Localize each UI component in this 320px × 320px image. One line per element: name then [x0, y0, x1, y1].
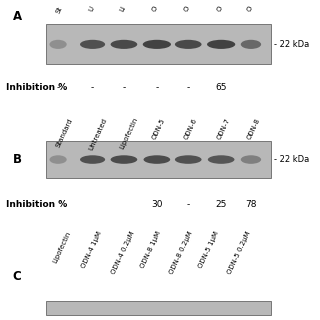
- Text: ODN-4 0.2μM: ODN-4 0.2μM: [110, 231, 135, 276]
- Text: B: B: [12, 153, 22, 166]
- Text: Lipofectin: Lipofectin: [119, 117, 139, 150]
- Text: ODN-8: ODN-8: [246, 117, 261, 140]
- Ellipse shape: [50, 155, 67, 164]
- Text: ODN-7: ODN-7: [216, 117, 231, 140]
- Text: Inhibition %: Inhibition %: [6, 83, 68, 92]
- Text: ODN-6: ODN-6: [183, 117, 198, 140]
- Text: 65: 65: [215, 83, 227, 92]
- Text: ODN-8 1μM: ODN-8 1μM: [139, 231, 162, 269]
- Text: ODN-4 1μM: ODN-4 1μM: [81, 231, 103, 269]
- Text: C: C: [12, 270, 21, 283]
- Text: -: -: [91, 83, 94, 92]
- Ellipse shape: [80, 40, 105, 49]
- Text: ODN-5 1μM: ODN-5 1μM: [198, 231, 220, 269]
- Ellipse shape: [175, 155, 202, 164]
- Ellipse shape: [143, 40, 171, 49]
- Text: A: A: [12, 10, 22, 23]
- Text: -: -: [56, 83, 60, 92]
- Ellipse shape: [207, 40, 235, 49]
- Ellipse shape: [144, 155, 170, 164]
- Text: O: O: [246, 5, 253, 12]
- FancyBboxPatch shape: [45, 24, 271, 64]
- Text: 25: 25: [215, 200, 227, 209]
- FancyBboxPatch shape: [45, 141, 271, 178]
- FancyBboxPatch shape: [45, 301, 271, 315]
- Ellipse shape: [111, 155, 137, 164]
- Text: Li: Li: [119, 5, 126, 13]
- Ellipse shape: [175, 40, 202, 49]
- Text: O: O: [152, 5, 159, 12]
- Ellipse shape: [111, 40, 137, 49]
- Ellipse shape: [241, 40, 261, 49]
- Text: -: -: [187, 200, 190, 209]
- Ellipse shape: [241, 155, 261, 164]
- Text: -: -: [122, 83, 125, 92]
- Text: 30: 30: [151, 200, 163, 209]
- Text: Standard: Standard: [55, 117, 74, 148]
- Ellipse shape: [50, 40, 67, 49]
- Text: Inhibition %: Inhibition %: [6, 200, 68, 209]
- Text: ODN-5: ODN-5: [152, 117, 167, 140]
- Text: - 22 kDa: - 22 kDa: [275, 40, 310, 49]
- Ellipse shape: [208, 155, 235, 164]
- Text: ODN-5 0.2μM: ODN-5 0.2μM: [227, 231, 252, 276]
- Text: O: O: [216, 5, 224, 12]
- Text: -: -: [187, 83, 190, 92]
- Text: Lipofectin: Lipofectin: [52, 231, 72, 264]
- Text: -: -: [155, 83, 158, 92]
- Text: O: O: [183, 5, 191, 12]
- Text: ODN-8 0.2μM: ODN-8 0.2μM: [168, 231, 194, 276]
- Ellipse shape: [80, 155, 105, 164]
- Text: - 22 kDa: - 22 kDa: [275, 155, 310, 164]
- Text: St: St: [55, 5, 63, 14]
- Text: U: U: [88, 5, 95, 12]
- Text: Untreated: Untreated: [88, 117, 108, 151]
- Text: 78: 78: [245, 200, 257, 209]
